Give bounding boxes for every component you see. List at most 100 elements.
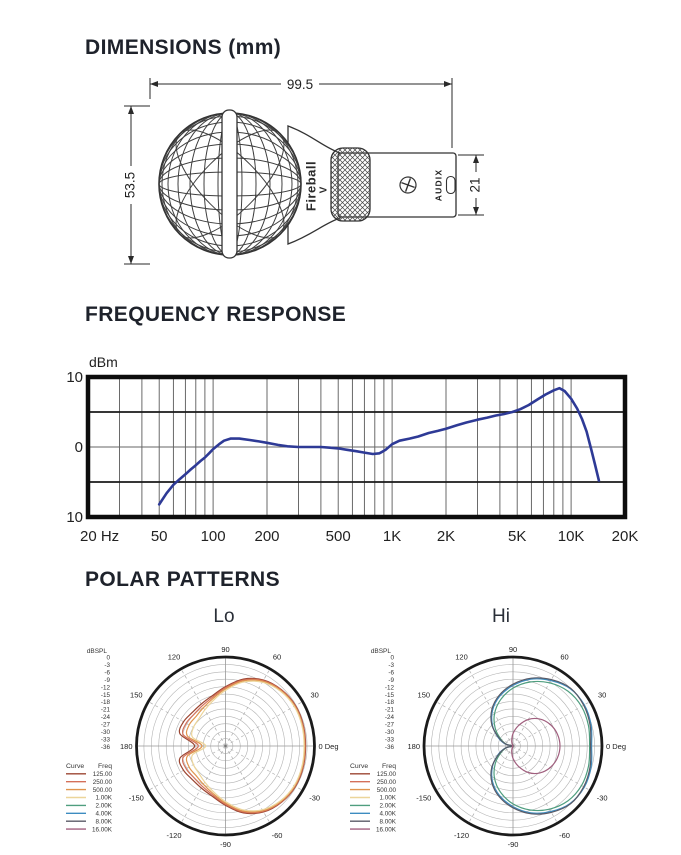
diameter-dimension-label: 53.5 — [123, 172, 138, 198]
svg-text:30: 30 — [598, 690, 606, 699]
svg-text:-9: -9 — [104, 677, 110, 684]
svg-text:90: 90 — [509, 645, 517, 654]
svg-text:150: 150 — [130, 690, 143, 699]
svg-text:2.00K: 2.00K — [96, 803, 113, 810]
svg-text:1.00K: 1.00K — [380, 795, 397, 802]
svg-text:180: 180 — [407, 742, 420, 751]
svg-text:0: 0 — [390, 655, 394, 662]
svg-text:-120: -120 — [166, 831, 181, 840]
svg-text:-120: -120 — [454, 831, 469, 840]
frequency-response-heading: FREQUENCY RESPONSE — [85, 303, 347, 326]
svg-text:-15: -15 — [385, 692, 395, 699]
svg-text:250.00: 250.00 — [377, 779, 397, 786]
svg-text:10: 10 — [66, 369, 83, 386]
svg-text:90: 90 — [221, 645, 229, 654]
dimensions-heading: DIMENSIONS (mm) — [85, 36, 282, 59]
svg-text:-15: -15 — [101, 692, 111, 699]
polar-hi-title: Hi — [492, 606, 510, 627]
svg-text:10: 10 — [66, 509, 83, 526]
svg-text:-9: -9 — [388, 677, 394, 684]
svg-text:0: 0 — [75, 439, 83, 456]
svg-text:1K: 1K — [383, 528, 401, 545]
svg-text:-150: -150 — [416, 793, 431, 802]
svg-text:4.00K: 4.00K — [96, 811, 113, 818]
svg-text:125.00: 125.00 — [93, 771, 113, 778]
svg-text:20 Hz: 20 Hz — [80, 528, 119, 545]
svg-text:-90: -90 — [508, 840, 519, 849]
svg-text:Curve: Curve — [66, 763, 84, 770]
mic-knurled-ring — [330, 147, 371, 222]
svg-text:-60: -60 — [272, 831, 283, 840]
svg-text:8.00K: 8.00K — [380, 818, 397, 825]
svg-text:dBSPL: dBSPL — [87, 648, 108, 655]
svg-text:150: 150 — [418, 690, 431, 699]
svg-text:250.00: 250.00 — [93, 779, 113, 786]
svg-text:60: 60 — [560, 653, 568, 662]
mic-model-suffix-label: V — [319, 186, 330, 193]
svg-text:-12: -12 — [385, 684, 395, 691]
svg-text:16.00K: 16.00K — [92, 826, 113, 833]
svg-text:-36: -36 — [385, 744, 395, 751]
svg-text:-12: -12 — [101, 684, 111, 691]
svg-text:Freq: Freq — [382, 763, 396, 770]
svg-text:16.00K: 16.00K — [376, 826, 397, 833]
svg-text:30: 30 — [311, 690, 319, 699]
polar-lo-title: Lo — [213, 606, 235, 627]
svg-text:20K: 20K — [612, 528, 639, 545]
svg-text:Freq: Freq — [98, 763, 112, 770]
polar-patterns-heading: POLAR PATTERNS — [85, 568, 280, 591]
svg-text:-33: -33 — [101, 737, 111, 744]
svg-text:-3: -3 — [388, 662, 394, 669]
length-dimension-label: 99.5 — [287, 77, 313, 92]
svg-text:-21: -21 — [101, 707, 111, 714]
svg-text:-21: -21 — [385, 707, 395, 714]
svg-text:-30: -30 — [597, 793, 608, 802]
svg-text:-24: -24 — [385, 714, 395, 721]
svg-text:200: 200 — [254, 528, 279, 545]
svg-text:100: 100 — [201, 528, 226, 545]
svg-text:-36: -36 — [101, 744, 111, 751]
svg-text:-30: -30 — [385, 729, 395, 736]
svg-text:-6: -6 — [388, 669, 394, 676]
svg-text:60: 60 — [273, 653, 281, 662]
svg-text:-6: -6 — [104, 669, 110, 676]
svg-text:Curve: Curve — [350, 763, 368, 770]
svg-text:-30: -30 — [101, 729, 111, 736]
svg-text:dBm: dBm — [89, 354, 118, 370]
svg-text:500.00: 500.00 — [377, 787, 397, 794]
svg-text:-30: -30 — [309, 793, 320, 802]
svg-text:0 Deg: 0 Deg — [606, 742, 626, 751]
rear-height-dimension-label: 21 — [468, 177, 483, 192]
svg-text:-3: -3 — [104, 662, 110, 669]
svg-text:-60: -60 — [559, 831, 570, 840]
svg-text:50: 50 — [151, 528, 168, 545]
svg-text:-33: -33 — [385, 737, 395, 744]
mic-model-label: Fireball — [303, 161, 318, 211]
svg-text:0: 0 — [106, 655, 110, 662]
svg-text:180: 180 — [120, 742, 133, 751]
svg-text:4.00K: 4.00K — [380, 811, 397, 818]
svg-text:-18: -18 — [385, 699, 395, 706]
brand-label: AUDIX — [433, 169, 443, 201]
svg-text:2K: 2K — [437, 528, 455, 545]
svg-text:120: 120 — [168, 653, 181, 662]
svg-text:-27: -27 — [101, 722, 111, 729]
svg-text:5K: 5K — [508, 528, 526, 545]
svg-text:1.00K: 1.00K — [96, 795, 113, 802]
dimensions-drawing: AUDIX Fireball V — [123, 76, 484, 265]
svg-text:8.00K: 8.00K — [96, 818, 113, 825]
svg-text:-90: -90 — [220, 840, 231, 849]
svg-text:125.00: 125.00 — [377, 771, 397, 778]
svg-text:-27: -27 — [385, 722, 395, 729]
svg-text:-18: -18 — [101, 699, 111, 706]
svg-text:500.00: 500.00 — [93, 787, 113, 794]
mic-grille-ball — [158, 109, 302, 259]
svg-text:-24: -24 — [101, 714, 111, 721]
svg-text:2.00K: 2.00K — [380, 803, 397, 810]
svg-text:10K: 10K — [558, 528, 585, 545]
